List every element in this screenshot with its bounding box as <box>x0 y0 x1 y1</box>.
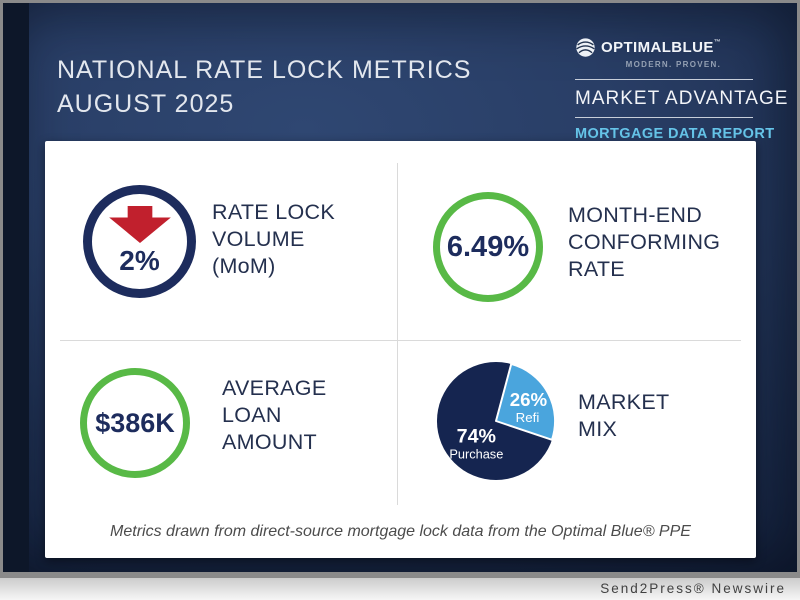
rate-lock-volume-badge: 2% <box>83 185 196 298</box>
rate-lock-volume-label-line3: (MoM) <box>212 254 276 278</box>
pie-slice-refi <box>495 362 557 441</box>
brand-wordmark-text: OPTIMALBLUE <box>601 39 714 56</box>
conforming-rate-badge: 6.49% <box>433 192 543 302</box>
conforming-rate-label-line2: CONFORMING <box>568 230 721 254</box>
page-title: NATIONAL RATE LOCK METRICS AUGUST 2025 <box>57 53 471 121</box>
rate-lock-volume-label-line1: RATE LOCK <box>212 200 335 224</box>
brand-divider-top <box>575 79 753 80</box>
report-name: MORTGAGE DATA REPORT <box>575 126 775 142</box>
brand-wordmark: OPTIMALBLUE™ <box>601 39 721 56</box>
page-title-line2: AUGUST 2025 <box>57 90 235 118</box>
slide-frame: NATIONAL RATE LOCK METRICS AUGUST 2025 O… <box>0 0 800 578</box>
trademark-symbol: ™ <box>713 39 722 46</box>
pie-refi-pct: 26% <box>510 389 548 410</box>
newswire-attribution: Send2Press® Newswire <box>600 581 786 596</box>
avg-loan-value: $386K <box>95 407 175 438</box>
conforming-rate-label-line1: MONTH-END <box>568 203 703 227</box>
market-mix-label: MARKET MIX <box>578 389 669 443</box>
brand-block: OPTIMALBLUE™ MODERN. PROVEN. MARKET ADVA… <box>575 36 789 143</box>
rate-lock-volume-value: 2% <box>119 245 160 276</box>
logo-row: OPTIMALBLUE™ <box>575 36 721 59</box>
vertical-divider <box>397 163 398 505</box>
brand-tagline: MODERN. PROVEN. <box>625 60 722 69</box>
logo-block: OPTIMALBLUE™ MODERN. PROVEN. <box>575 36 721 70</box>
conforming-rate-label-line3: RATE <box>568 257 625 281</box>
source-note: Metrics drawn from direct-source mortgag… <box>110 523 691 540</box>
conforming-rate-value: 6.49% <box>446 230 530 263</box>
conforming-rate-label: MONTH-END CONFORMING RATE <box>568 202 720 283</box>
globe-icon <box>576 38 595 57</box>
pie-purchase-label: Purchase <box>449 446 503 461</box>
horizontal-divider <box>60 340 741 341</box>
market-mix-label-line2: MIX <box>578 417 618 441</box>
down-arrow-icon <box>108 206 171 243</box>
rate-lock-volume-label-line2: VOLUME <box>212 227 305 251</box>
pie-purchase-pct: 74% <box>457 426 496 448</box>
avg-loan-label-line3: AMOUNT <box>222 430 317 454</box>
slide-background: NATIONAL RATE LOCK METRICS AUGUST 2025 O… <box>3 3 797 572</box>
rate-lock-volume-label: RATE LOCK VOLUME (MoM) <box>212 199 335 280</box>
pie-refi-label: Refi <box>516 410 540 425</box>
avg-loan-label: AVERAGE LOAN AMOUNT <box>222 375 326 456</box>
avg-loan-badge: $386K <box>80 368 190 478</box>
avg-loan-label-line2: LOAN <box>222 403 282 427</box>
newswire-strip: Send2Press® Newswire <box>0 578 800 600</box>
brand-divider-bottom <box>575 117 753 118</box>
metrics-card: 2% RATE LOCK VOLUME (MoM) 6.49% MONTH-EN… <box>45 141 756 558</box>
market-mix-pie-chart: 26% Refi 74% Purchase <box>435 360 557 482</box>
left-spine-band <box>3 3 29 572</box>
market-mix-label-line1: MARKET <box>578 390 670 414</box>
program-name: MARKET ADVANTAGE <box>575 88 789 109</box>
page-title-line1: NATIONAL RATE LOCK METRICS <box>57 56 472 84</box>
avg-loan-label-line1: AVERAGE <box>222 376 327 400</box>
